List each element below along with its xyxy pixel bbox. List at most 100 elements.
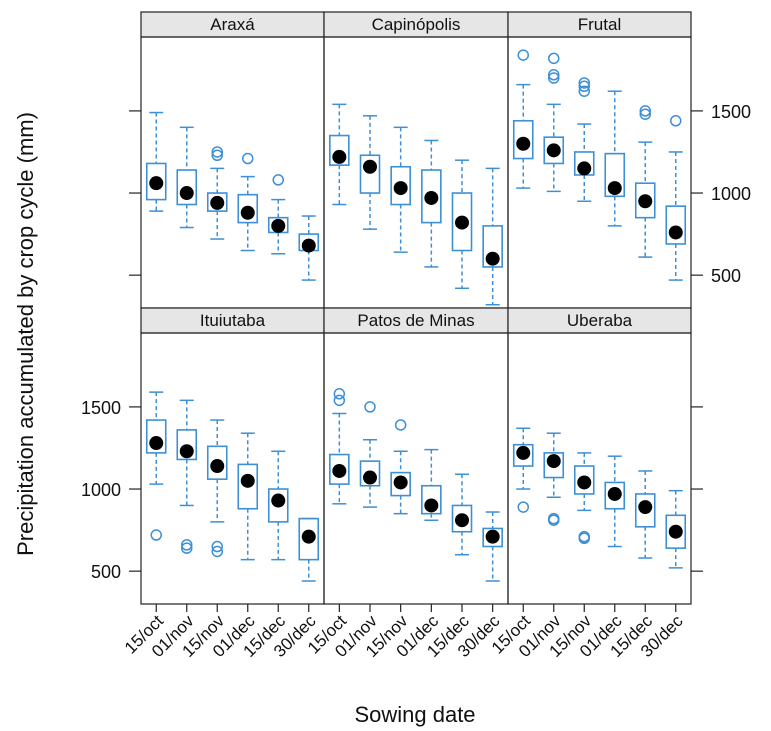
- outlier-point: [639, 108, 651, 120]
- panel-strip: [507, 307, 692, 334]
- panel-title: Frutal: [578, 15, 621, 34]
- outlier-point: [517, 501, 529, 513]
- median-dot: [516, 445, 531, 460]
- outlier-point: [578, 77, 590, 89]
- outlier-point: [211, 545, 223, 558]
- box-body: [421, 169, 442, 224]
- box-body: [451, 504, 473, 533]
- panel-frame: [323, 36, 509, 309]
- outlier-point: [150, 529, 162, 541]
- median-dot: [240, 473, 255, 488]
- box-body: [604, 152, 626, 198]
- median-dot: [393, 181, 408, 196]
- box-body: [512, 443, 534, 467]
- median-dot: [393, 475, 408, 490]
- outlier-point: [242, 152, 254, 165]
- median-dot: [455, 215, 469, 230]
- median-dot: [546, 454, 561, 469]
- median-dot: [271, 218, 286, 233]
- box-15/dec: [267, 450, 289, 561]
- outlier-point: [181, 542, 193, 554]
- box-15/oct: [145, 391, 167, 541]
- box-15/oct: [329, 388, 350, 505]
- box-01/nov: [543, 52, 565, 193]
- median-dot: [607, 181, 622, 196]
- panel-title: Uberaba: [567, 311, 633, 330]
- box-body: [176, 169, 198, 206]
- median-dot: [149, 176, 164, 191]
- box-15/nov: [390, 126, 411, 253]
- x-axis-label: Sowing date: [354, 702, 475, 727]
- panel-1: Araxá: [140, 11, 325, 309]
- box-15/nov: [390, 419, 411, 515]
- box-body: [451, 192, 473, 252]
- box-body: [390, 471, 411, 497]
- y-tick-label: 1500: [81, 398, 121, 418]
- box-body: [604, 481, 626, 510]
- median-dot: [485, 529, 500, 544]
- panel-5: Patos de Minas: [323, 307, 509, 605]
- y-tick-label: 1500: [711, 102, 751, 122]
- box-15/dec: [634, 105, 656, 258]
- box-30/dec: [298, 215, 320, 281]
- outlier-point: [670, 115, 682, 127]
- outlier-point: [548, 52, 560, 65]
- box-30/dec: [665, 489, 687, 569]
- median-dot: [577, 161, 592, 176]
- box-body: [665, 514, 687, 549]
- box-body: [543, 136, 565, 165]
- box-01/nov: [176, 399, 198, 554]
- box-15/dec: [451, 473, 473, 556]
- box-15/oct: [145, 111, 167, 212]
- median-dot: [210, 459, 225, 474]
- median-dot: [638, 194, 653, 209]
- median-dot: [455, 513, 469, 528]
- outlier-point: [394, 419, 407, 431]
- median-dot: [240, 205, 255, 220]
- box-body: [421, 484, 442, 515]
- median-dot: [179, 444, 194, 459]
- outlier-point: [548, 69, 560, 81]
- median-dot: [668, 524, 683, 539]
- outlier-point: [578, 530, 590, 543]
- box-01/dec: [237, 152, 259, 252]
- panel-frame: [140, 332, 325, 605]
- median-dot: [301, 238, 316, 253]
- box-15/nov: [573, 77, 595, 202]
- outlier-point: [211, 149, 223, 162]
- outlier-point: [333, 394, 346, 407]
- box-body: [206, 445, 228, 480]
- panel-frame: [507, 332, 692, 605]
- panel-strip: [140, 11, 325, 38]
- outlier-point: [272, 174, 284, 186]
- box-30/dec: [665, 115, 687, 281]
- box-body: [329, 134, 350, 166]
- outlier-point: [578, 85, 590, 97]
- box-body: [145, 419, 167, 454]
- outlier-point: [211, 146, 223, 158]
- outlier-point: [639, 105, 651, 117]
- box-15/nov: [206, 419, 228, 558]
- box-01/dec: [604, 455, 626, 548]
- median-dot: [638, 500, 653, 515]
- box-body: [237, 193, 259, 224]
- y-axis-label: Precipitation accumulated by crop cycle …: [13, 112, 38, 556]
- outlier-point: [333, 388, 346, 400]
- box-body: [573, 465, 595, 495]
- median-dot: [424, 190, 439, 205]
- panel-title: Ituiutaba: [200, 311, 266, 330]
- median-dot: [332, 463, 347, 478]
- outlier-point: [578, 80, 590, 93]
- box-body: [206, 192, 228, 212]
- median-dot: [363, 159, 377, 174]
- box-body: [390, 165, 411, 206]
- box-body: [543, 452, 565, 479]
- box-15/dec: [267, 174, 289, 255]
- box-body: [665, 205, 687, 245]
- panel-strip: [140, 307, 325, 334]
- panel-frame: [507, 36, 692, 309]
- box-body: [482, 225, 503, 268]
- median-dot: [485, 251, 500, 266]
- box-15/dec: [634, 470, 656, 559]
